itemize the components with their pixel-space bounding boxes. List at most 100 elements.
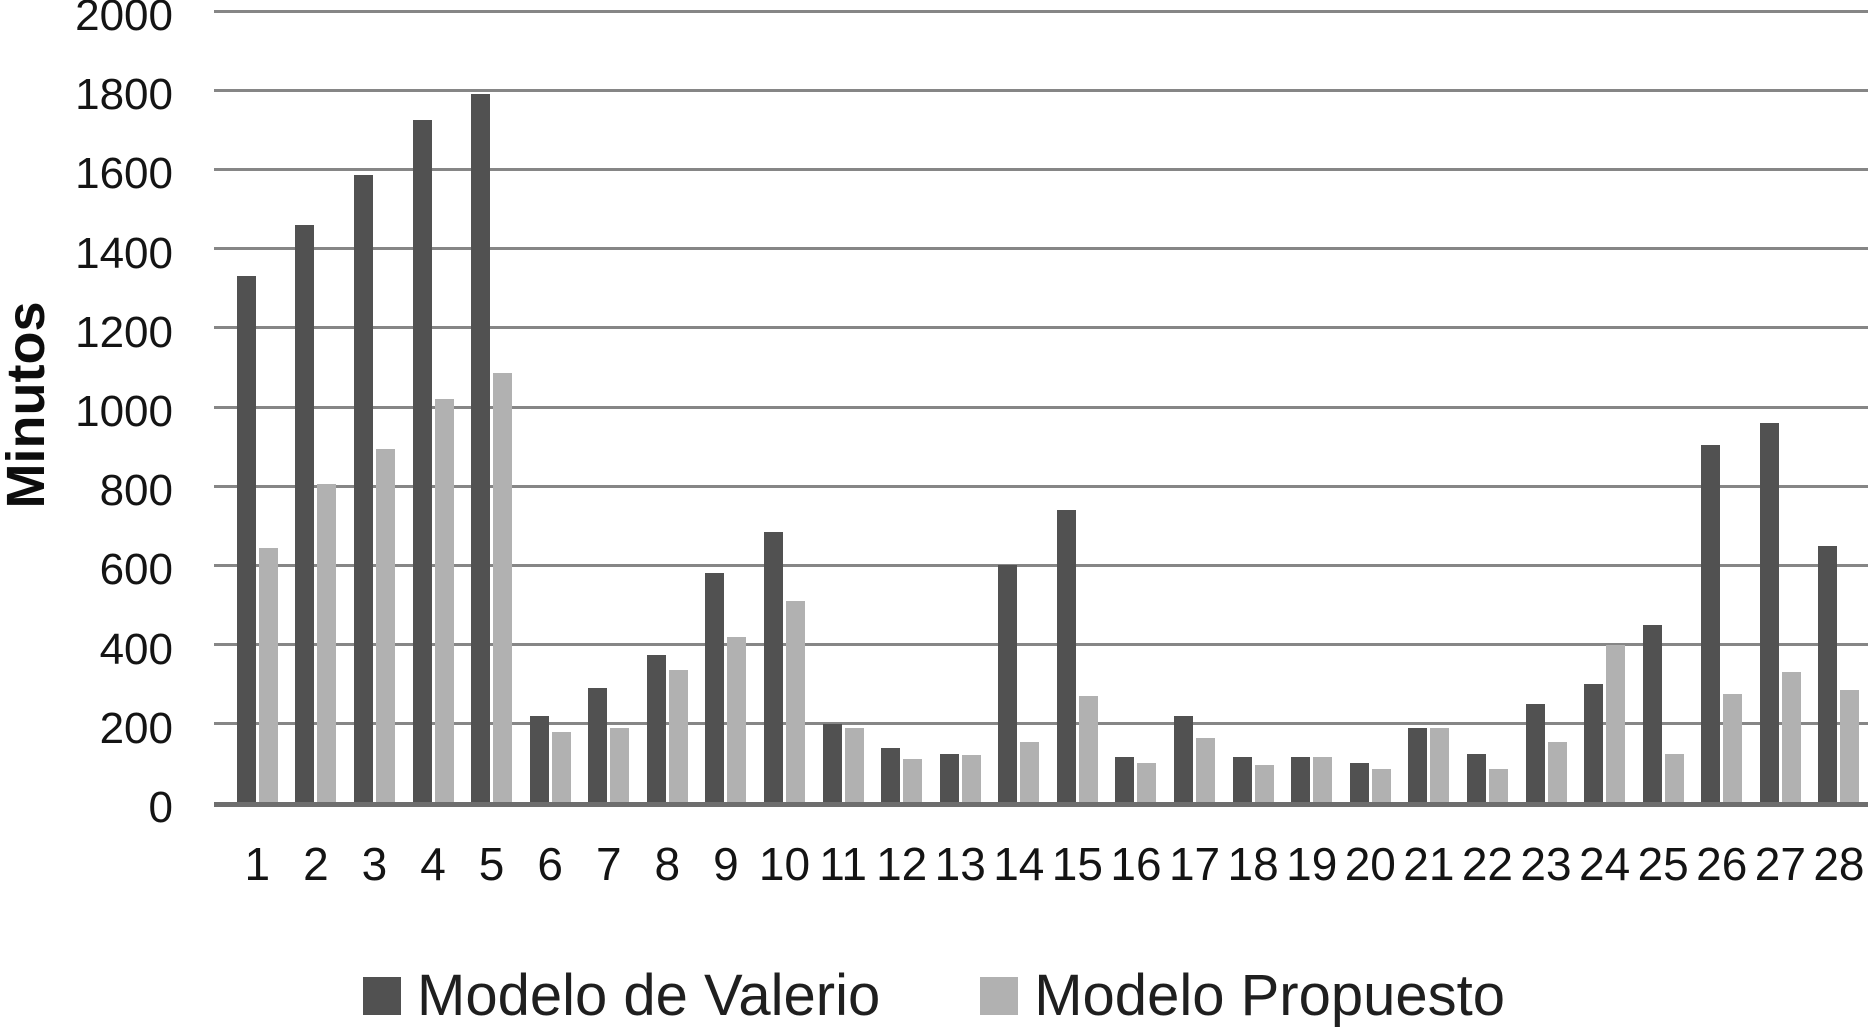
bar-modelo-de-valerio-26 bbox=[1701, 444, 1721, 803]
bar-modelo-propuesto-7 bbox=[610, 727, 630, 803]
bar-modelo-de-valerio-10 bbox=[763, 531, 783, 803]
bar-group-10 bbox=[755, 11, 814, 803]
x-tick-label-6: 6 bbox=[537, 838, 563, 890]
legend-label-propuesto: Modelo Propuesto bbox=[1034, 963, 1505, 1028]
bar-modelo-de-valerio-23 bbox=[1525, 704, 1545, 803]
gridline-1400 bbox=[214, 247, 1868, 251]
y-axis-tick-labels: 0 200 400 600 800 1000 1200 1400 1600 1800 2000 bbox=[0, 0, 173, 830]
bar-group-18 bbox=[1224, 11, 1283, 803]
x-tick-label-8: 8 bbox=[654, 838, 681, 890]
bar-modelo-propuesto-5 bbox=[493, 373, 513, 803]
x-tick-label-21: 21 bbox=[1403, 838, 1455, 890]
gridline-600 bbox=[214, 563, 1868, 567]
bar-modelo-propuesto-26 bbox=[1723, 694, 1743, 803]
bar-modelo-de-valerio-14 bbox=[998, 565, 1018, 803]
gridline-1000 bbox=[214, 405, 1868, 409]
x-tick-label-1: 1 bbox=[244, 838, 271, 890]
bar-modelo-propuesto-2 bbox=[317, 484, 337, 803]
bar-modelo-de-valerio-27 bbox=[1759, 422, 1779, 803]
y-tick-label-1600: 1600 bbox=[75, 149, 173, 199]
bar-group-8 bbox=[638, 11, 697, 803]
x-tick-label-20: 20 bbox=[1344, 838, 1396, 890]
x-tick-label-2: 2 bbox=[303, 838, 329, 890]
bar-group-19 bbox=[1282, 11, 1341, 803]
bar-modelo-de-valerio-11 bbox=[822, 723, 842, 803]
bar-modelo-propuesto-13 bbox=[961, 755, 981, 803]
x-tick-label-11: 11 bbox=[819, 838, 867, 890]
bar-modelo-propuesto-14 bbox=[1020, 741, 1040, 803]
y-tick-label-0: 0 bbox=[148, 783, 173, 832]
bar-modelo-propuesto-27 bbox=[1781, 672, 1801, 803]
bar-modelo-propuesto-21 bbox=[1430, 727, 1450, 803]
bar-modelo-de-valerio-8 bbox=[646, 654, 666, 803]
bar-group-14 bbox=[990, 11, 1049, 803]
x-tick-label-4: 4 bbox=[420, 838, 446, 890]
bar-modelo-propuesto-12 bbox=[903, 759, 923, 803]
gridline-1800 bbox=[214, 88, 1868, 92]
bar-group-28 bbox=[1810, 11, 1868, 803]
x-tick-label-17: 17 bbox=[1168, 838, 1221, 890]
legend-label-valerio: Modelo de Valerio bbox=[417, 963, 881, 1028]
bar-group-9 bbox=[697, 11, 756, 803]
bar-modelo-de-valerio-20 bbox=[1349, 763, 1369, 803]
gridline-2000 bbox=[214, 9, 1868, 13]
bar-modelo-de-valerio-13 bbox=[939, 753, 959, 803]
x-tick-label-25: 25 bbox=[1637, 838, 1689, 890]
legend-swatch-propuesto bbox=[980, 977, 1019, 1015]
bar-group-20 bbox=[1341, 11, 1400, 803]
y-tick-label-800: 800 bbox=[99, 466, 173, 516]
y-tick-label-1400: 1400 bbox=[75, 228, 173, 278]
x-tick-label-15: 15 bbox=[1051, 838, 1103, 890]
bar-modelo-de-valerio-2 bbox=[295, 224, 315, 803]
y-tick-label-200: 200 bbox=[99, 703, 173, 753]
bar-modelo-de-valerio-21 bbox=[1408, 727, 1428, 803]
y-tick-label-1800: 1800 bbox=[75, 70, 173, 120]
bar-group-23 bbox=[1517, 11, 1576, 803]
bar-modelo-de-valerio-19 bbox=[1291, 757, 1311, 803]
bar-group-27 bbox=[1751, 11, 1810, 803]
bar-modelo-propuesto-16 bbox=[1137, 763, 1157, 803]
bar-modelo-propuesto-20 bbox=[1371, 769, 1391, 803]
bar-modelo-propuesto-25 bbox=[1664, 753, 1684, 803]
bar-modelo-de-valerio-12 bbox=[881, 747, 901, 803]
bar-modelo-propuesto-6 bbox=[551, 731, 571, 803]
bar-modelo-propuesto-9 bbox=[727, 636, 747, 803]
bar-modelo-propuesto-8 bbox=[668, 670, 688, 803]
bar-modelo-de-valerio-3 bbox=[353, 175, 373, 803]
bar-modelo-propuesto-24 bbox=[1606, 644, 1626, 803]
bar-modelo-propuesto-18 bbox=[1254, 765, 1274, 803]
bar-modelo-de-valerio-15 bbox=[1056, 509, 1076, 803]
x-tick-label-12: 12 bbox=[876, 838, 928, 890]
bar-group-7 bbox=[579, 11, 638, 803]
gridline-1200 bbox=[214, 326, 1868, 330]
x-tick-label-7: 7 bbox=[595, 838, 622, 890]
x-tick-label-5: 5 bbox=[478, 838, 505, 890]
gridline-800 bbox=[214, 484, 1868, 488]
x-tick-label-14: 14 bbox=[993, 838, 1045, 890]
gridline-200 bbox=[214, 722, 1868, 726]
bar-groups bbox=[228, 11, 1868, 803]
bar-modelo-propuesto-4 bbox=[434, 399, 454, 803]
bar-modelo-propuesto-28 bbox=[1840, 690, 1860, 803]
x-axis-line bbox=[214, 802, 1868, 807]
plot-area bbox=[214, 9, 1868, 807]
legend-item-propuesto: Modelo Propuesto bbox=[980, 966, 1505, 1026]
bar-group-16 bbox=[1107, 11, 1166, 803]
y-tick-label-2000: 2000 bbox=[75, 0, 173, 40]
bar-modelo-de-valerio-18 bbox=[1232, 757, 1252, 803]
bar-group-15 bbox=[1048, 11, 1107, 803]
bar-group-4 bbox=[404, 11, 463, 803]
bar-group-6 bbox=[521, 11, 580, 803]
bar-modelo-propuesto-23 bbox=[1547, 741, 1567, 803]
legend: Modelo de Valerio Modelo Propuesto bbox=[0, 966, 1868, 1026]
bar-group-2 bbox=[287, 11, 346, 803]
bar-modelo-de-valerio-22 bbox=[1466, 753, 1486, 803]
y-tick-label-400: 400 bbox=[99, 624, 173, 674]
x-axis-tick-labels: 1 2 3 4 5 6 7 8 9 10 11 12 13 14 15 16 17 18 19 20 21 22 23 24 2… bbox=[228, 838, 1868, 890]
bar-group-22 bbox=[1458, 11, 1517, 803]
x-tick-label-16: 16 bbox=[1110, 838, 1162, 890]
bar-group-13 bbox=[931, 11, 990, 803]
y-tick-label-600: 600 bbox=[99, 545, 173, 595]
gridline-1600 bbox=[214, 167, 1868, 171]
